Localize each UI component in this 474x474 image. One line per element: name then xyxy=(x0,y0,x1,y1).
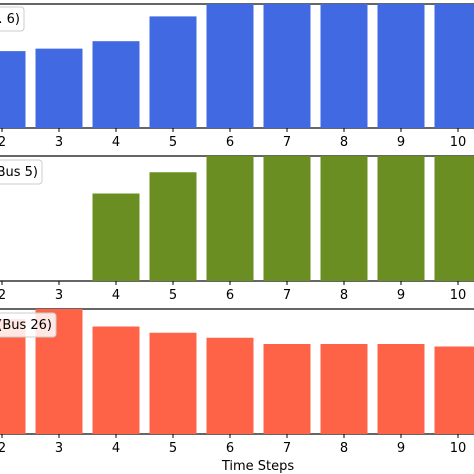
x-tick-label: 6 xyxy=(226,135,234,150)
bar xyxy=(434,346,474,434)
x-tick-label: 6 xyxy=(226,441,234,456)
x-tick-label: 2 xyxy=(0,288,6,303)
bar xyxy=(149,16,197,128)
bar xyxy=(263,344,311,434)
legend-box-1 xyxy=(0,6,25,32)
bar xyxy=(92,326,140,434)
x-tick-label: 10 xyxy=(450,441,467,456)
x-tick-label: 3 xyxy=(55,135,63,150)
x-tick-label: 8 xyxy=(340,288,348,303)
x-tick-label: 9 xyxy=(397,441,405,456)
bar xyxy=(320,4,368,128)
legend-label-3: r(Bus 26) xyxy=(0,318,52,333)
legend-box-3 xyxy=(0,312,57,338)
bar xyxy=(149,172,197,281)
x-tick-label: 8 xyxy=(340,441,348,456)
x-tick-label: 9 xyxy=(397,288,405,303)
x-tick-label: 7 xyxy=(283,441,291,456)
x-tick-label: 6 xyxy=(226,288,234,303)
x-tick-label: 8 xyxy=(340,135,348,150)
x-tick-label: 3 xyxy=(55,441,63,456)
legend-box-2 xyxy=(0,159,43,185)
x-tick-label: 7 xyxy=(283,135,291,150)
bar xyxy=(149,332,197,434)
bar xyxy=(377,156,425,281)
x-tick-label: 4 xyxy=(112,135,120,150)
x-tick-label: 9 xyxy=(397,135,405,150)
bar xyxy=(35,48,83,128)
bar xyxy=(263,4,311,128)
bar xyxy=(0,51,26,129)
bar xyxy=(434,4,474,128)
bar xyxy=(320,156,368,281)
x-tick-label: 4 xyxy=(112,288,120,303)
bar xyxy=(92,41,140,129)
x-tick-label: 7 xyxy=(283,288,291,303)
bar xyxy=(206,337,254,434)
bar xyxy=(434,156,474,281)
x-tick-label: 3 xyxy=(55,288,63,303)
x-tick-label: 10 xyxy=(450,135,467,150)
bar xyxy=(377,344,425,434)
bar xyxy=(206,4,254,128)
legend-label-2: Bus 5) xyxy=(0,165,38,180)
x-tick-label: 5 xyxy=(169,135,177,150)
x-axis-label: Time Steps xyxy=(221,459,295,474)
x-tick-label: 2 xyxy=(0,441,6,456)
x-tick-label: 5 xyxy=(169,441,177,456)
bar xyxy=(320,344,368,434)
x-tick-label: 4 xyxy=(112,441,120,456)
bar xyxy=(206,156,254,281)
x-tick-label: 10 xyxy=(450,288,467,303)
x-tick-label: 5 xyxy=(169,288,177,303)
bar xyxy=(0,319,26,434)
bar xyxy=(92,193,140,281)
x-tick-label: 2 xyxy=(0,135,6,150)
bar xyxy=(377,4,425,128)
legend-label-1: …. 6) xyxy=(0,12,20,27)
bar xyxy=(263,156,311,281)
